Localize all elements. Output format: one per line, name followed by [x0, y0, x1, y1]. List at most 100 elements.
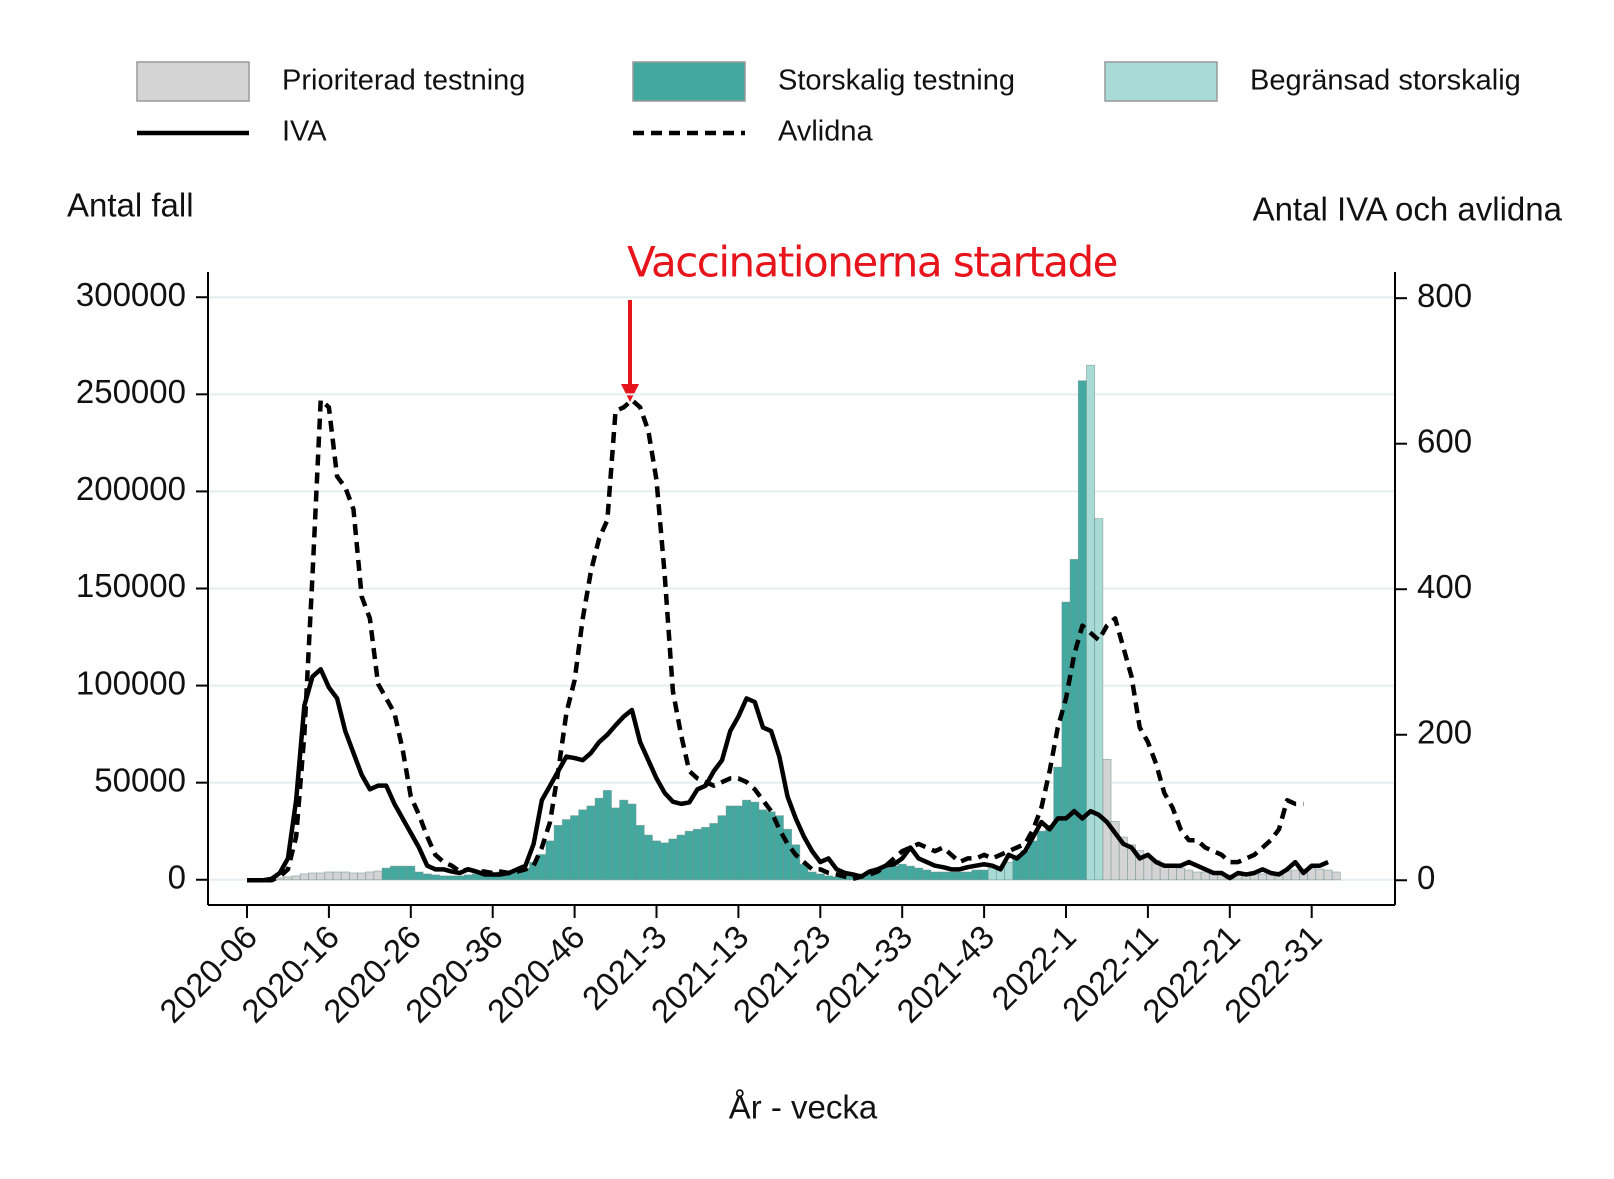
bar	[938, 871, 948, 881]
bar	[619, 799, 629, 881]
bar	[586, 805, 596, 881]
bar	[398, 865, 408, 881]
bar	[717, 815, 727, 881]
line	[247, 397, 1304, 883]
y-tick-label: 0	[168, 858, 186, 895]
bar	[553, 824, 563, 881]
legend-label: Begränsad storskalig	[1250, 65, 1521, 97]
bar	[692, 828, 702, 881]
bar	[1036, 830, 1046, 881]
bar	[1004, 861, 1014, 881]
legend-label: IVA	[282, 116, 327, 148]
y-tick-label: 100000	[76, 664, 186, 701]
y-tick-label: 250000	[76, 373, 186, 410]
bar	[1331, 871, 1341, 881]
y2-axis-title: Antal IVA och avlidna	[1253, 191, 1563, 228]
legend: Prioriterad testning Storskalig testning B…	[136, 61, 1521, 148]
bar	[733, 805, 743, 881]
bar	[430, 874, 440, 881]
bar	[897, 863, 907, 881]
bar	[561, 819, 571, 881]
bar	[643, 834, 653, 881]
bar	[570, 815, 580, 881]
bar	[389, 865, 399, 881]
bar	[807, 871, 817, 881]
bar	[291, 875, 301, 881]
bar	[889, 865, 899, 881]
bar	[815, 873, 825, 881]
bar	[611, 807, 621, 881]
bar	[308, 872, 318, 881]
bar	[348, 872, 358, 881]
bar	[955, 871, 965, 881]
bar	[750, 801, 760, 881]
legend-swatch	[1104, 61, 1218, 102]
bar	[676, 834, 686, 881]
lines	[247, 397, 1329, 883]
bar	[373, 870, 383, 881]
bar	[447, 875, 457, 881]
bar	[578, 809, 588, 881]
bar	[1061, 601, 1071, 881]
bar	[914, 867, 924, 881]
bar	[709, 823, 719, 881]
bar	[987, 867, 997, 881]
bar	[463, 874, 473, 881]
bar	[946, 871, 956, 881]
y-tick-label: 200000	[76, 470, 186, 507]
y2-tick-label: 400	[1417, 568, 1472, 605]
bar	[545, 840, 555, 881]
y2-tick-label: 0	[1417, 859, 1435, 896]
bar	[971, 869, 981, 881]
bar	[1200, 871, 1210, 881]
bar	[1258, 873, 1268, 881]
bar	[791, 844, 801, 881]
y2-tick-label: 200	[1417, 713, 1472, 750]
bar	[439, 875, 449, 881]
bar	[602, 790, 612, 881]
bar	[283, 876, 293, 881]
bar	[627, 803, 637, 881]
annotation: Vaccinationerna startade	[627, 238, 1117, 287]
bar	[299, 873, 309, 881]
x-axis-title: År - vecka	[729, 1089, 878, 1126]
bar	[1045, 824, 1055, 881]
bar	[963, 871, 973, 881]
bar	[381, 867, 391, 881]
bar	[930, 871, 940, 881]
bar	[455, 875, 465, 881]
bar	[652, 840, 661, 881]
bar	[742, 799, 752, 881]
y-tick-label: 300000	[76, 276, 186, 313]
annotation-arrowhead	[621, 384, 639, 402]
bar	[357, 872, 367, 881]
y-axis-title: Antal fall	[67, 187, 194, 224]
bar	[979, 869, 989, 881]
bar	[594, 797, 604, 881]
y-tick-label: 50000	[94, 761, 186, 798]
bar	[684, 830, 694, 881]
bar	[340, 871, 350, 881]
bar	[668, 838, 678, 881]
bar	[635, 824, 645, 881]
bar	[660, 842, 670, 881]
bar	[823, 875, 833, 881]
bar	[905, 865, 915, 881]
bar	[316, 872, 326, 881]
legend-label: Avlidna	[778, 116, 873, 148]
legend-label: Prioriterad testning	[282, 65, 525, 97]
bar	[422, 873, 432, 881]
y-tick-label: 150000	[76, 567, 186, 604]
bar	[1028, 840, 1038, 881]
bar	[275, 877, 285, 881]
bar	[406, 865, 416, 881]
legend-label: Storskalig testning	[778, 65, 1015, 97]
bar	[701, 826, 711, 881]
bar	[414, 871, 424, 881]
bar	[1315, 868, 1325, 881]
bar	[922, 869, 932, 881]
bar	[1094, 518, 1104, 881]
legend-swatch	[632, 61, 746, 102]
bar	[758, 809, 768, 881]
